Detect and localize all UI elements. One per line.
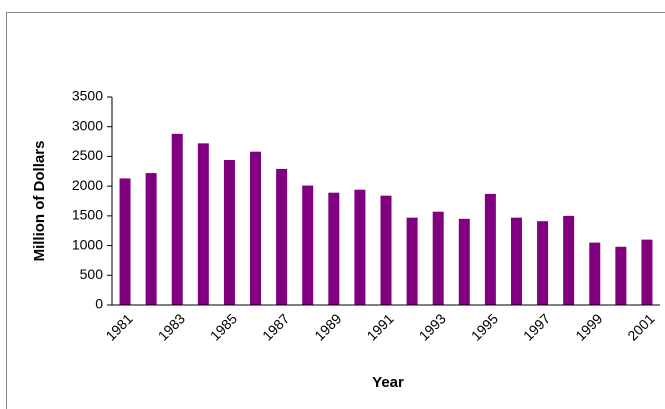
bar (354, 189, 366, 305)
bar (223, 159, 235, 305)
x-tick-label: 1987 (259, 310, 292, 343)
y-axis-title: Million of Dollars (31, 141, 48, 262)
y-tick-label: 500 (80, 266, 104, 282)
bar (276, 168, 288, 305)
bar (250, 151, 262, 305)
bar (510, 217, 522, 305)
bar (563, 215, 575, 305)
x-tick-label: 1989 (311, 310, 344, 343)
bar (171, 133, 183, 305)
x-axis-title: Year (372, 374, 404, 391)
x-tick-label: 1983 (155, 310, 188, 343)
bar (615, 246, 627, 305)
bar (380, 195, 392, 305)
bar (432, 211, 444, 305)
x-tick-label: 1985 (207, 310, 240, 343)
bar (641, 239, 653, 305)
bar (302, 185, 314, 305)
chart-frame (6, 12, 665, 409)
bar (589, 242, 601, 305)
bar (406, 217, 418, 305)
x-tick-label: 1993 (416, 310, 449, 343)
x-tick-label: 2001 (624, 310, 657, 343)
y-tick-label: 2000 (72, 177, 103, 193)
y-tick-label: 2500 (72, 147, 103, 163)
y-tick-label: 0 (95, 296, 103, 312)
bar (145, 173, 157, 305)
bar (484, 193, 496, 305)
bar (537, 221, 549, 305)
x-tick-label: 1991 (363, 310, 396, 343)
x-tick-label: 1997 (520, 310, 553, 343)
bar (119, 178, 131, 305)
y-tick-label: 3500 (72, 88, 103, 104)
y-tick-label: 1500 (72, 207, 103, 223)
bar (458, 218, 470, 305)
x-tick-label: 1999 (572, 310, 605, 343)
bar (197, 143, 209, 305)
x-tick-label: 1995 (468, 310, 501, 343)
bar (328, 192, 340, 305)
x-tick-label: 1981 (102, 310, 135, 343)
y-tick-label: 1000 (72, 236, 103, 252)
y-tick-label: 3000 (72, 117, 103, 133)
